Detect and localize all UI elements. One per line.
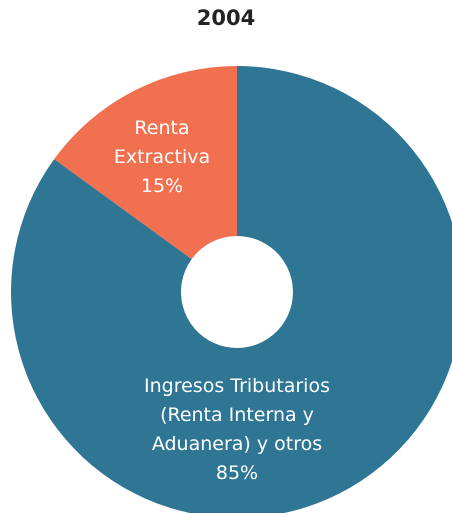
chart-title: 2004 xyxy=(196,6,256,30)
slice-name: Ingresos Tributarios (Renta Interna y Ad… xyxy=(144,375,330,455)
slice-label: Ingresos Tributarios (Renta Interna y Ad… xyxy=(132,372,342,488)
slice-value: 15% xyxy=(140,174,184,197)
slice-label: Renta Extractiva 15% xyxy=(106,114,218,201)
slice-name: Renta Extractiva xyxy=(113,116,211,168)
slice-value: 85% xyxy=(215,462,259,484)
donut-slice xyxy=(11,66,452,513)
donut-slice xyxy=(54,65,238,260)
